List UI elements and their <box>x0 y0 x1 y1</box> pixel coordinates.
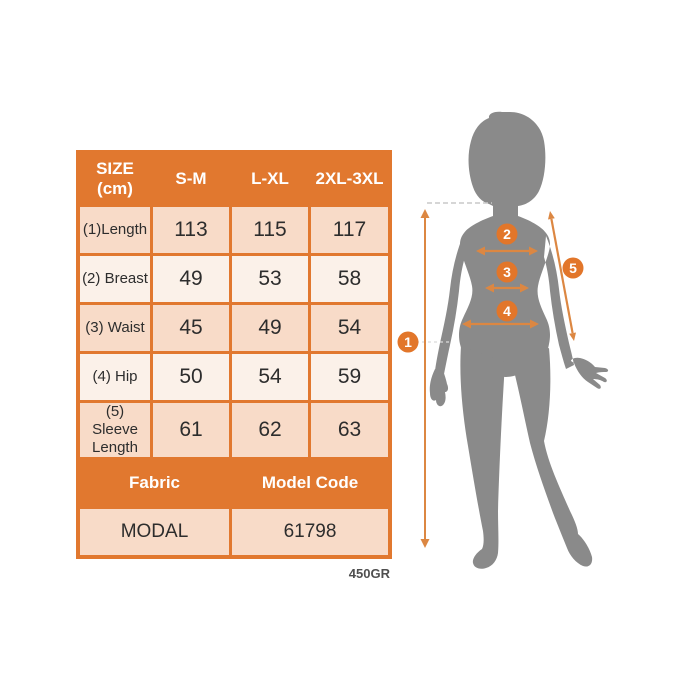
annotation-circle-1 <box>397 331 419 353</box>
fabric-value: MODAL <box>80 509 229 555</box>
measurement-figure: 1 2 3 4 5 <box>397 111 609 569</box>
waist-value-2xl3xl: 54 <box>311 305 388 351</box>
sleeve-value-lxl: 62 <box>232 403 308 457</box>
size-table-header-l-xl: L-XL <box>232 154 308 204</box>
table-row-length: (1)Length 113 115 117 <box>80 207 388 253</box>
model-code-value: 61798 <box>232 509 388 555</box>
row-label-hip: (4) Hip <box>80 354 150 400</box>
size-table-header-2xl-3xl: 2XL-3XL <box>311 154 388 204</box>
breast-value-2xl3xl: 58 <box>311 256 388 302</box>
size-table-grid: SIZE (cm) S-M L-XL 2XL-3XL (1)Length 113… <box>77 151 391 558</box>
info-value-row: MODAL 61798 <box>80 509 388 555</box>
annotation-number-2: 2 <box>503 226 511 242</box>
waist-value-sm: 45 <box>153 305 229 351</box>
breast-value-lxl: 53 <box>232 256 308 302</box>
figure-silhouette <box>429 111 609 569</box>
row-label-waist: (3) Waist <box>80 305 150 351</box>
sleeve-value-2xl3xl: 63 <box>311 403 388 457</box>
hip-value-2xl3xl: 59 <box>311 354 388 400</box>
annotation-number-3: 3 <box>503 264 511 280</box>
annotation-badges: 1 2 3 4 5 <box>397 223 584 353</box>
row-label-breast: (2) Breast <box>80 256 150 302</box>
figure-legs <box>460 346 593 569</box>
fabric-header: Fabric <box>80 460 229 506</box>
size-table-header-row: SIZE (cm) S-M L-XL 2XL-3XL <box>80 154 388 204</box>
length-value-2xl3xl: 117 <box>311 207 388 253</box>
breast-value-sm: 49 <box>153 256 229 302</box>
annotation-circle-4 <box>496 300 518 322</box>
row-label-sleeve-length: (5) Sleeve Length <box>80 403 150 457</box>
info-header-row: Fabric Model Code <box>80 460 388 506</box>
table-row-sleeve-length: (5) Sleeve Length 61 62 63 <box>80 403 388 457</box>
row-label-length: (1)Length <box>80 207 150 253</box>
annotation-number-1: 1 <box>404 334 412 350</box>
hip-value-lxl: 54 <box>232 354 308 400</box>
breast-measure-arrow <box>476 246 538 256</box>
table-row-waist: (3) Waist 45 49 54 <box>80 305 388 351</box>
length-measure-line <box>420 209 430 548</box>
annotation-number-5: 5 <box>569 260 577 276</box>
table-row-hip: (4) Hip 50 54 59 <box>80 354 388 400</box>
size-table: SIZE (cm) S-M L-XL 2XL-3XL (1)Length 113… <box>76 150 392 559</box>
waist-value-lxl: 49 <box>232 305 308 351</box>
length-value-sm: 113 <box>153 207 229 253</box>
size-table-header-s-m: S-M <box>153 154 229 204</box>
length-value-lxl: 115 <box>232 207 308 253</box>
sleeve-measure-line <box>548 211 576 341</box>
hip-value-sm: 50 <box>153 354 229 400</box>
annotation-circle-2 <box>496 223 518 245</box>
table-row-breast: (2) Breast 49 53 58 <box>80 256 388 302</box>
sleeve-value-sm: 61 <box>153 403 229 457</box>
waist-measure-arrow <box>485 283 529 293</box>
size-table-header-size-cm: SIZE (cm) <box>80 154 150 204</box>
annotation-circle-5 <box>562 257 584 279</box>
weight-footnote: 450GR <box>348 566 390 581</box>
annotation-number-4: 4 <box>503 303 511 319</box>
figure-head <box>468 111 546 206</box>
annotation-circle-3 <box>496 261 518 283</box>
model-code-header: Model Code <box>232 460 388 506</box>
hip-measure-arrow <box>462 319 539 329</box>
